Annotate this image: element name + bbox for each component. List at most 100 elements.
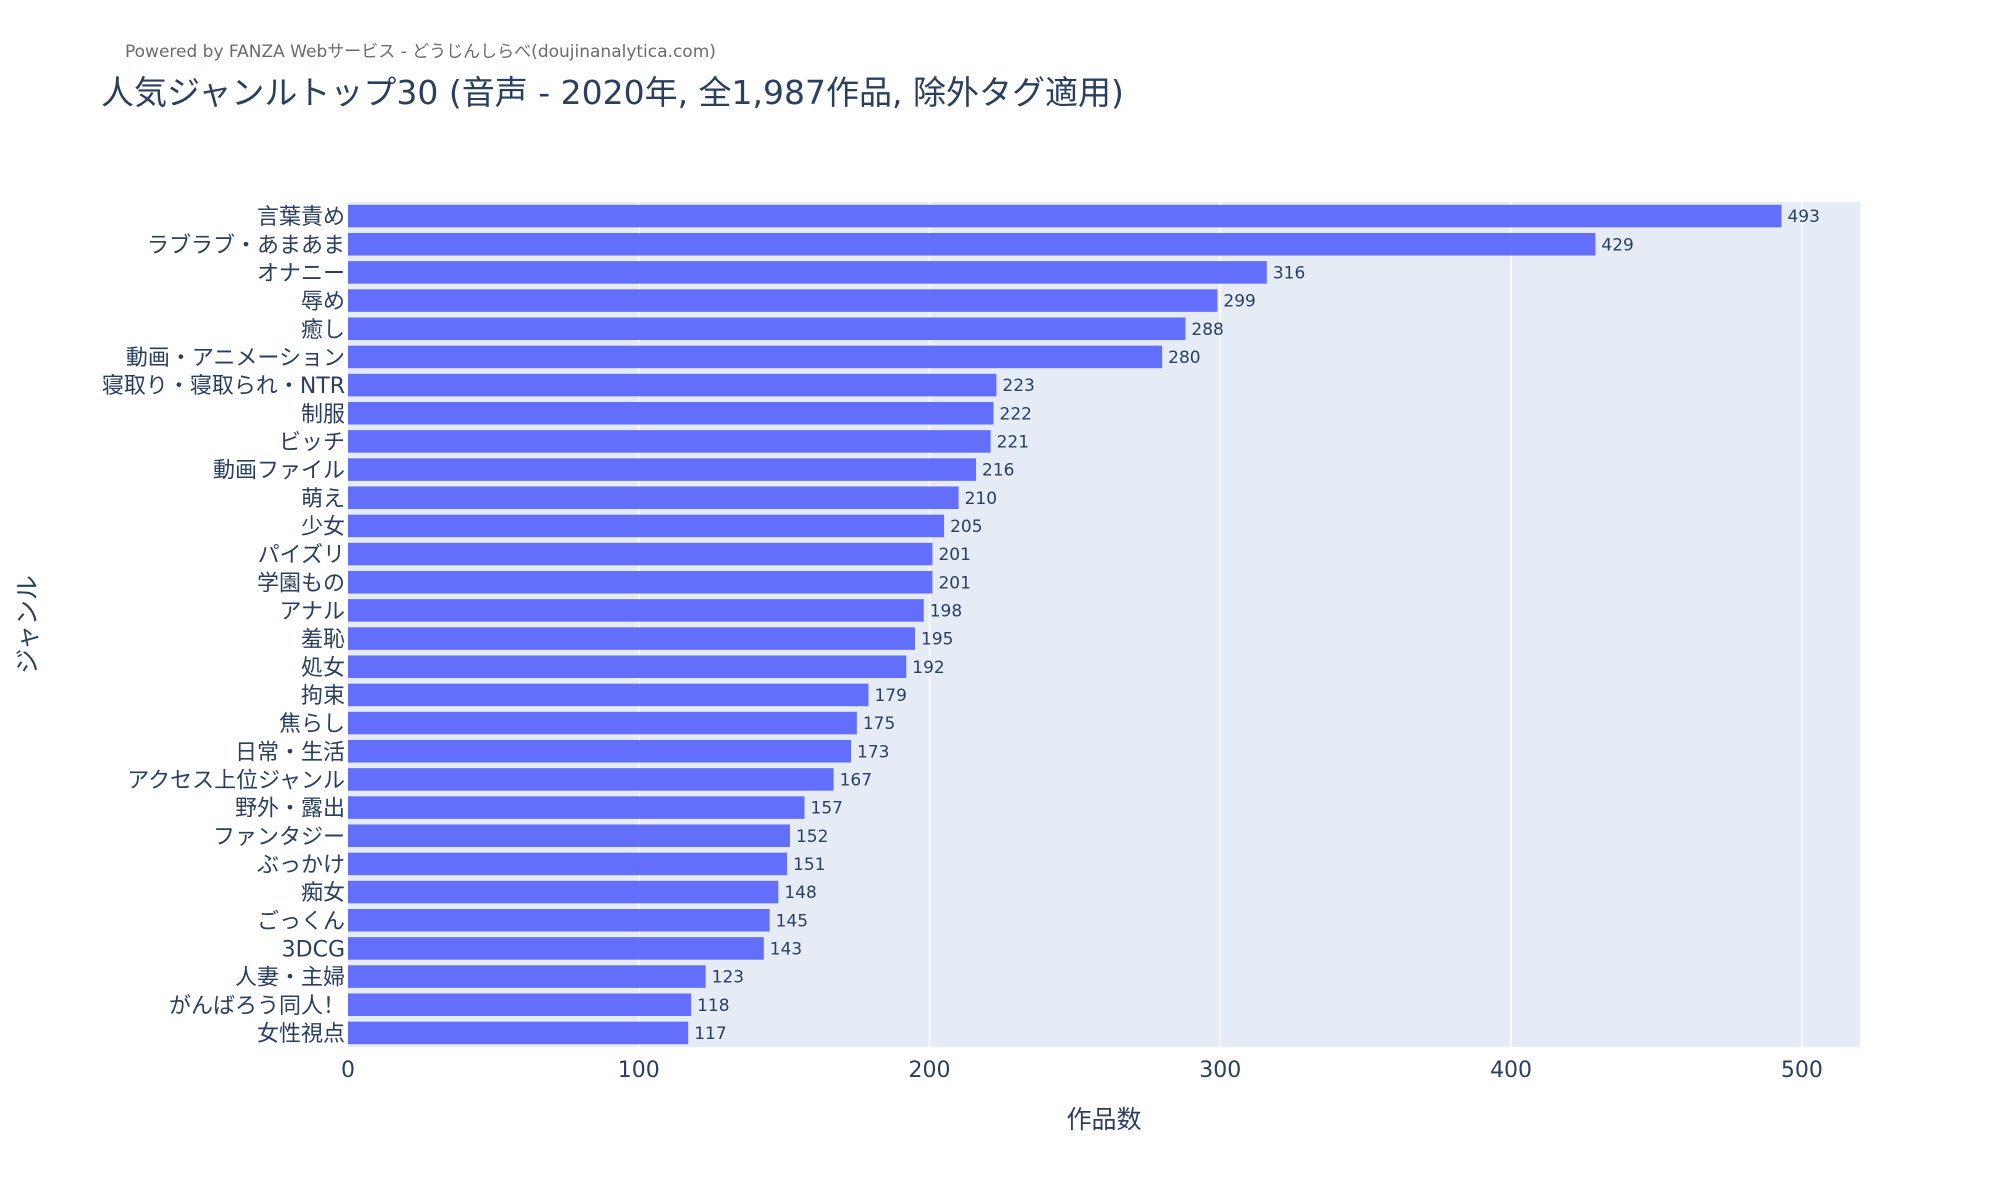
x-tick-label: 300 bbox=[1199, 1058, 1241, 1083]
bar bbox=[348, 683, 869, 707]
category-label: ビッチ bbox=[279, 430, 345, 455]
value-label: 493 bbox=[1787, 207, 1819, 227]
value-label: 195 bbox=[921, 630, 953, 650]
bar bbox=[348, 965, 706, 988]
value-label: 157 bbox=[811, 799, 843, 819]
category-label: 痴女 bbox=[301, 881, 345, 906]
category-label: がんばろう同人！ bbox=[169, 994, 345, 1019]
category-label: オナニー bbox=[257, 261, 345, 286]
bar bbox=[348, 430, 991, 453]
bar bbox=[348, 993, 692, 1017]
x-axis-title: 作品数 bbox=[1066, 1105, 1141, 1134]
category-label: アナル bbox=[279, 599, 345, 624]
category-label: 野外・露出 bbox=[235, 797, 345, 822]
category-label: ファンタジー bbox=[213, 825, 345, 850]
category-label: 少女 bbox=[301, 515, 345, 540]
value-label: 118 bbox=[697, 996, 729, 1016]
bar bbox=[348, 655, 907, 679]
value-label: 201 bbox=[938, 573, 970, 593]
x-tick-label: 100 bbox=[618, 1058, 660, 1083]
category-label: アクセス上位ジャンル bbox=[127, 768, 345, 793]
bar bbox=[348, 908, 770, 932]
bar bbox=[348, 824, 790, 848]
category-label: 処女 bbox=[301, 656, 345, 681]
bar bbox=[348, 739, 852, 763]
value-label: 117 bbox=[694, 1024, 726, 1044]
value-label: 221 bbox=[997, 432, 1029, 452]
category-label: 人妻・主婦 bbox=[235, 966, 345, 991]
plot-area bbox=[348, 202, 1860, 1047]
bar bbox=[348, 599, 924, 622]
bar bbox=[348, 852, 788, 876]
bar bbox=[348, 204, 1782, 228]
bar bbox=[348, 570, 933, 594]
bar bbox=[348, 880, 779, 904]
category-label: 制服 bbox=[301, 402, 345, 427]
value-label: 280 bbox=[1168, 348, 1200, 368]
category-label: パイズリ bbox=[258, 543, 345, 568]
category-label: 萌え bbox=[301, 487, 345, 512]
value-label: 173 bbox=[857, 742, 889, 762]
bar bbox=[348, 768, 834, 791]
bar bbox=[348, 232, 1596, 256]
category-label: ぶっかけ bbox=[257, 853, 345, 878]
bar bbox=[348, 1021, 689, 1045]
gridlines bbox=[638, 202, 1803, 1047]
value-label: 201 bbox=[938, 545, 970, 565]
value-label: 216 bbox=[982, 461, 1014, 481]
value-label: 179 bbox=[874, 686, 906, 706]
value-label: 151 bbox=[793, 855, 825, 875]
bars bbox=[348, 204, 1782, 1045]
value-label: 143 bbox=[770, 939, 802, 959]
bar bbox=[348, 458, 977, 481]
bar bbox=[348, 711, 857, 735]
value-label: 198 bbox=[930, 601, 962, 621]
y-axis-title: ジャンル bbox=[13, 575, 42, 674]
value-label: 222 bbox=[1000, 404, 1032, 424]
category-label: 癒し bbox=[301, 318, 345, 343]
category-label: 寝取り・寝取られ・NTR bbox=[102, 374, 345, 399]
category-label: 羞恥 bbox=[301, 628, 345, 653]
value-label: 167 bbox=[840, 770, 872, 790]
category-label: 女性視点 bbox=[257, 1022, 345, 1047]
bar bbox=[348, 486, 959, 510]
bar bbox=[348, 796, 805, 819]
value-label: 192 bbox=[912, 658, 944, 678]
bar bbox=[348, 937, 764, 960]
category-label: 3DCG bbox=[282, 937, 345, 962]
bar bbox=[348, 401, 994, 425]
bar bbox=[348, 514, 945, 538]
value-label: 210 bbox=[965, 489, 997, 509]
category-label: 辱め bbox=[301, 290, 345, 315]
bar bbox=[348, 317, 1186, 341]
value-label: 175 bbox=[863, 714, 895, 734]
x-tick-label: 400 bbox=[1490, 1058, 1532, 1083]
x-tick-label: 200 bbox=[909, 1058, 951, 1083]
category-labels: 言葉責めラブラブ・あまあまオナニー辱め癒し動画・アニメーション寝取り・寝取られ・… bbox=[102, 205, 345, 1047]
category-label: 動画・アニメーション bbox=[126, 346, 345, 371]
category-label: 日常・生活 bbox=[235, 740, 345, 765]
category-label: 動画ファイル bbox=[213, 459, 345, 484]
x-tick-labels: 0 100 200 300 400 500 bbox=[341, 1058, 1823, 1083]
category-label: 焦らし bbox=[279, 712, 345, 737]
bar bbox=[348, 261, 1267, 284]
category-label: ラブラブ・あまあま bbox=[147, 233, 345, 258]
category-label: 学園もの bbox=[257, 571, 345, 596]
value-label: 316 bbox=[1273, 263, 1305, 283]
x-tick-label: 500 bbox=[1781, 1058, 1823, 1083]
x-tick-label: 0 bbox=[341, 1058, 355, 1083]
bar bbox=[348, 345, 1163, 369]
value-label: 288 bbox=[1191, 320, 1223, 340]
value-label: 123 bbox=[712, 968, 744, 988]
value-label: 223 bbox=[1002, 376, 1034, 396]
value-label: 429 bbox=[1601, 235, 1633, 255]
bar bbox=[348, 289, 1218, 312]
chart-title: 人気ジャンルトップ30 (音声 - 2020年, 全1,987作品, 除外タグ適… bbox=[101, 73, 1124, 112]
bar bbox=[348, 627, 915, 650]
value-label: 205 bbox=[950, 517, 982, 537]
value-label: 152 bbox=[796, 827, 828, 847]
bar bbox=[348, 542, 933, 566]
value-label: 145 bbox=[776, 911, 808, 931]
value-label: 299 bbox=[1223, 292, 1255, 312]
